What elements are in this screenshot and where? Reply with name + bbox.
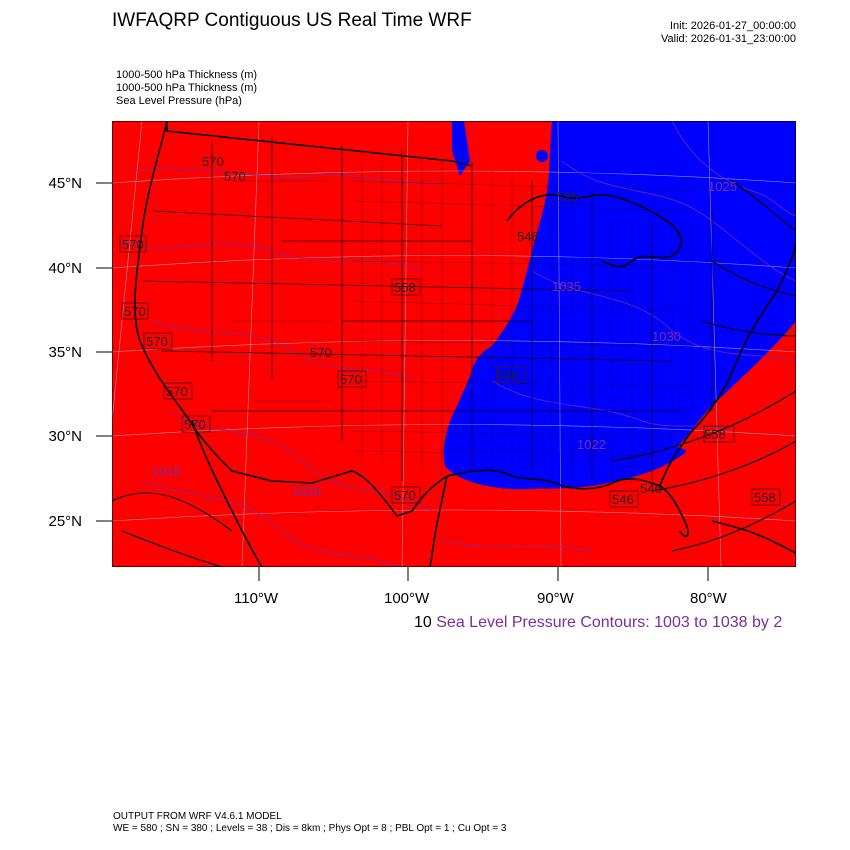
mexico-border: [231, 470, 448, 517]
contour-label: 570: [224, 169, 246, 184]
lat-label-35n: 35°N: [48, 344, 82, 361]
contour-label: 570: [146, 334, 168, 349]
lon-label-90w: 90°W: [537, 590, 574, 607]
valid-time: Valid: 2026-01-31_23:00:00: [661, 33, 796, 45]
contour-label: 1015: [152, 464, 181, 479]
contour-label: 546: [497, 368, 519, 383]
canada-border: [166, 121, 473, 167]
baja: [191, 420, 263, 567]
contour-label: 570: [124, 304, 146, 319]
lon-label-100w: 100°W: [384, 590, 430, 607]
gulf-coast: [446, 469, 689, 538]
contour-info: 10 Sea Level Pressure Contours: 1003 to …: [414, 614, 782, 632]
lat-label-45n: 45°N: [48, 175, 82, 192]
contour-label: 570: [394, 488, 416, 503]
contour-label: 546: [517, 229, 539, 244]
contour-label: 570: [310, 345, 332, 360]
field-label-thickness-2: 1000-500 hPa Thickness (m): [116, 82, 258, 94]
weather-map: 570 570 570 570 570 570 570 570 570 570 …: [112, 121, 796, 567]
contour-label: 546: [612, 492, 634, 507]
contour-label: 558: [754, 490, 776, 505]
contour-label: 1030: [652, 329, 681, 344]
contour-label: 558: [394, 280, 416, 295]
lat-label-40n: 40°N: [48, 260, 82, 277]
contour-label: 1020: [292, 484, 321, 499]
lon-label-80w: 80°W: [690, 590, 727, 607]
lat-label-30n: 30°N: [48, 428, 82, 445]
contour-label: 1022: [577, 437, 606, 452]
contour-info-number: 10: [414, 614, 432, 631]
map-title: IWFAQRP Contiguous US Real Time WRF: [112, 10, 472, 31]
contour-label: 535: [556, 189, 578, 204]
west-coast: [134, 121, 233, 472]
lat-ticks: [96, 182, 112, 522]
contour-label: 570: [202, 154, 224, 169]
contour-label: 1035: [552, 279, 581, 294]
lon-ticks: [258, 567, 709, 581]
contour-info-text: Sea Level Pressure Contours: 1003 to 103…: [436, 614, 783, 631]
mexico-coast: [429, 475, 448, 567]
model-config-label: WE = 580 ; SN = 380 ; Levels = 38 ; Dis …: [113, 823, 507, 834]
contour-label: 570: [166, 384, 188, 399]
model-output-label: OUTPUT FROM WRF V4.6.1 MODEL: [113, 811, 282, 822]
contour-label: 546: [640, 481, 662, 496]
contour-label: 570: [122, 237, 144, 252]
contour-label: 558: [704, 427, 726, 442]
field-label-thickness-1: 1000-500 hPa Thickness (m): [116, 69, 258, 81]
lon-label-110w: 110°W: [234, 590, 279, 607]
contour-label: 1025: [708, 179, 737, 194]
contour-label: 570: [340, 372, 362, 387]
contour-label: 570: [184, 417, 206, 432]
init-time: Init: 2026-01-27_00:00:00: [670, 20, 796, 32]
lat-label-25n: 25°N: [48, 513, 82, 530]
east-coast: [659, 240, 796, 487]
cuba: [711, 520, 796, 554]
field-label-slp: Sea Level Pressure (hPa): [116, 95, 242, 107]
